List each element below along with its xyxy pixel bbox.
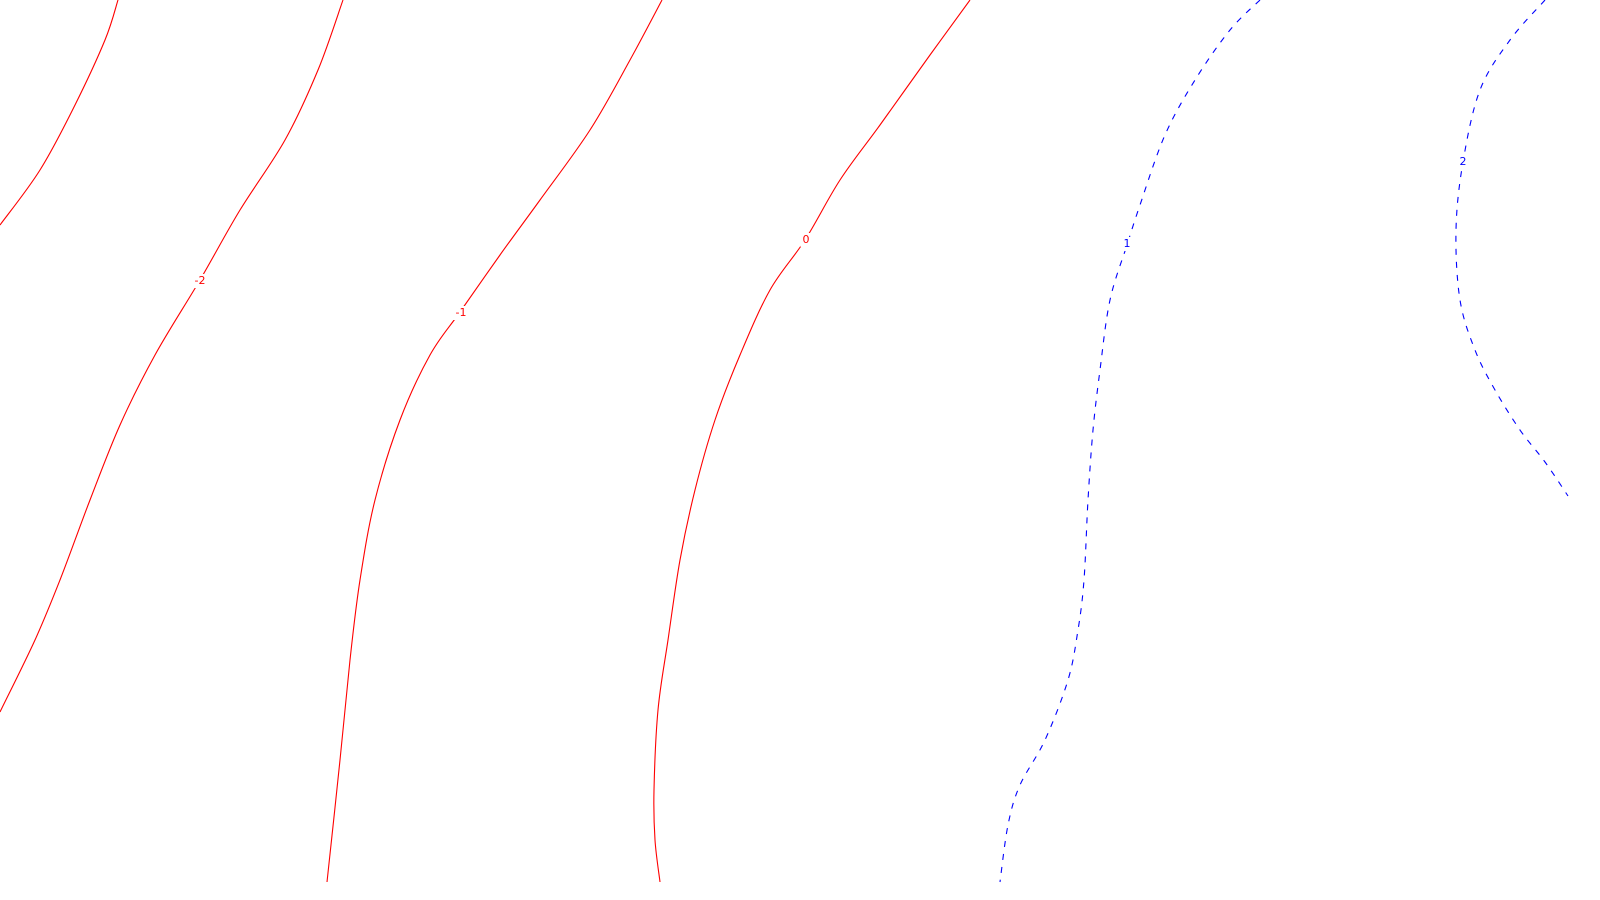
contour-label--1: -1 xyxy=(456,306,467,319)
contour-label-bg-0 xyxy=(800,233,812,247)
contour-label-bg--2 xyxy=(191,274,209,288)
contour-label-bg-2 xyxy=(1457,155,1469,169)
contour-line-level-1-line-a xyxy=(999,0,1261,883)
contour-line-level-0-line-a xyxy=(653,0,971,883)
contour-line-level--1-line-a xyxy=(326,0,663,883)
contour-labels: -2 -1 0 1 2 xyxy=(191,155,1469,320)
contour-label-bg--1 xyxy=(452,306,470,320)
contour-label-1: 1 xyxy=(1124,237,1131,250)
contour-label-0: 0 xyxy=(803,233,810,246)
contour-line-level--2-line-b xyxy=(0,0,344,713)
contour-lines xyxy=(0,0,1569,883)
contour-label-2: 2 xyxy=(1460,155,1467,168)
contour-label--2: -2 xyxy=(195,274,206,287)
contour-line-level--2-line-a xyxy=(0,0,119,226)
contour-label-bg-1 xyxy=(1121,237,1133,251)
